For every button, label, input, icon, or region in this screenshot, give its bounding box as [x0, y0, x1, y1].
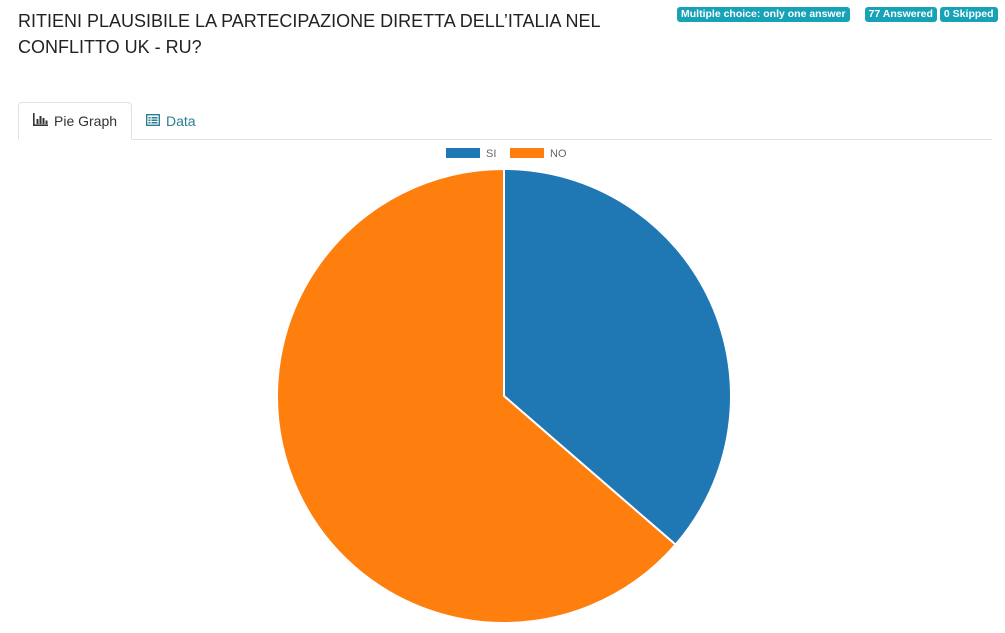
legend-swatch-no[interactable]	[510, 148, 544, 158]
tab-data-label: Data	[166, 112, 196, 129]
pie-chart-area: SI NO	[0, 140, 1005, 628]
skipped-count-badge: 0 Skipped	[939, 7, 998, 22]
chart-legend: SI NO	[446, 148, 567, 160]
legend-label-si[interactable]: SI	[486, 148, 496, 160]
tab-pie-graph[interactable]: Pie Graph	[18, 102, 133, 140]
question-badges: Multiple choice: only one answer 77 Answ…	[677, 7, 998, 22]
pie-slice-si[interactable]	[503, 167, 732, 547]
table-list-icon	[145, 113, 161, 129]
question-title: RITIENI PLAUSIBILE LA PARTECIPAZIONE DIR…	[18, 11, 600, 57]
question-type-badge: Multiple choice: only one answer	[677, 7, 850, 22]
chart-tabs: Pie Graph Data	[18, 102, 992, 140]
pie-chart: SI NO	[276, 148, 732, 624]
answered-count-badge: 77 Answered	[864, 7, 937, 22]
tab-pie-graph-label: Pie Graph	[54, 113, 118, 129]
tab-data[interactable]: Data	[132, 102, 210, 139]
bar-chart-icon	[33, 113, 48, 129]
pie-slices	[276, 167, 732, 624]
legend-label-no[interactable]: NO	[550, 148, 567, 160]
pie-slice-no[interactable]	[276, 167, 677, 624]
legend-swatch-si[interactable]	[446, 148, 480, 158]
